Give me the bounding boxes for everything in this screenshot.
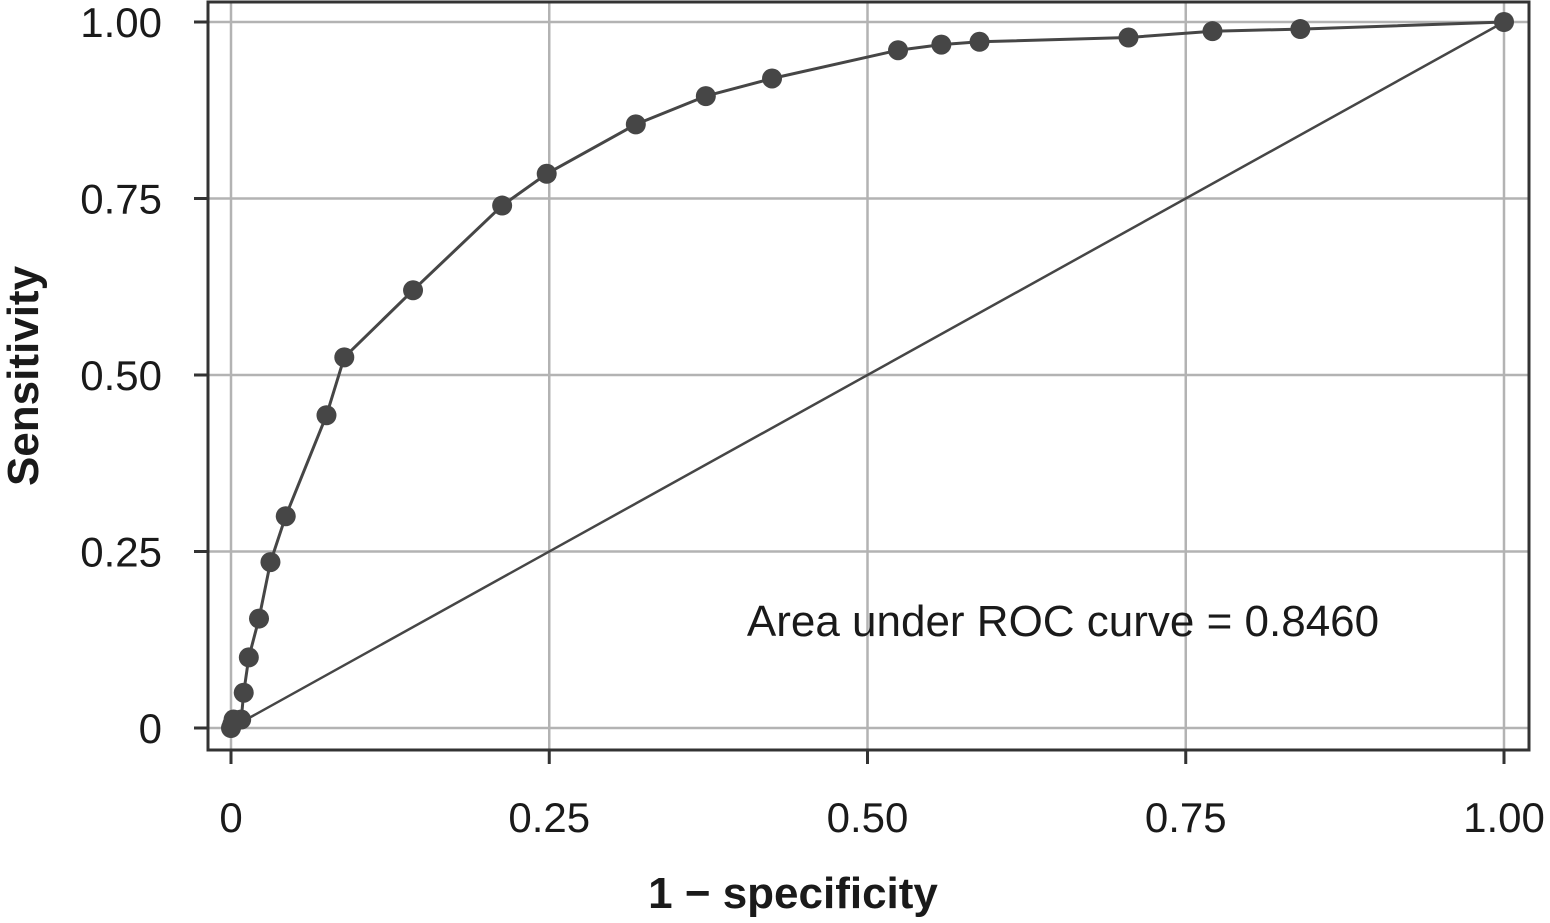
x-tick-label: 0.75: [1145, 794, 1227, 841]
y-tick-labels: 0 0.25 0.50 0.75 1.00: [80, 0, 208, 752]
roc-data-point: [1494, 12, 1514, 32]
y-tick-label: 0.75: [80, 176, 162, 223]
roc-data-point: [888, 40, 909, 61]
roc-data-point: [233, 682, 254, 703]
roc-data-point: [403, 280, 424, 301]
x-tick-label: 0.50: [827, 794, 909, 841]
reference-diagonal-line: [230, 20, 1505, 730]
roc-data-point: [231, 709, 252, 730]
roc-data-point: [536, 163, 557, 184]
reference-line-layer: [230, 20, 1505, 730]
y-tick-label: 1.00: [80, 0, 162, 46]
roc-data-point: [1118, 27, 1139, 48]
roc-data-point: [762, 68, 783, 89]
x-tick-label: 0: [219, 794, 242, 841]
auc-annotation: Area under ROC curve = 0.8460: [747, 597, 1379, 646]
roc-data-point: [1202, 21, 1223, 42]
roc-data-point: [625, 114, 646, 135]
roc-data-point: [492, 195, 513, 216]
roc-data-point: [238, 647, 259, 668]
x-tick-label: 0.25: [508, 794, 590, 841]
y-tick-label: 0: [139, 705, 162, 752]
x-tick-labels: 0 0.25 0.50 0.75 1.00: [219, 750, 1545, 841]
y-axis-title: Sensitivity: [0, 265, 48, 486]
roc-data-point: [316, 405, 337, 426]
y-tick-label: 0.50: [80, 352, 162, 399]
roc-data-point: [969, 31, 990, 52]
roc-data-point: [275, 506, 296, 527]
roc-data-point: [249, 608, 270, 629]
data-points: [221, 12, 1514, 738]
y-tick-label: 0.25: [80, 529, 162, 576]
roc-data-point: [334, 347, 355, 368]
roc-data-point: [931, 34, 952, 55]
gridlines: [208, 2, 1529, 750]
roc-data-point: [1290, 19, 1311, 40]
roc-data-point: [260, 552, 281, 573]
roc-data-point: [695, 86, 716, 107]
x-axis-title: 1 − specificity: [648, 869, 938, 918]
x-tick-label: 1.00: [1463, 794, 1545, 841]
